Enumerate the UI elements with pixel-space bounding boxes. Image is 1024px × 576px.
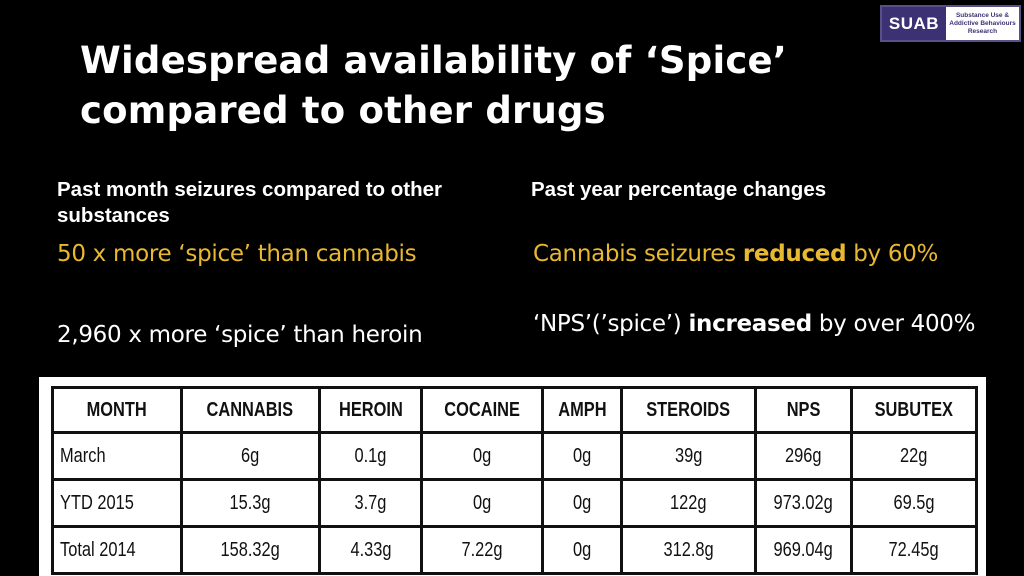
table-cell: 296g xyxy=(753,431,853,481)
table-cell: March xyxy=(51,431,183,481)
right-line2-post: by over 400% xyxy=(811,311,976,337)
right-line1-bold: reduced xyxy=(742,241,847,267)
left-column-heading: Past month seizures compared to other su… xyxy=(57,178,443,227)
suab-logo: SUAB Substance Use & Addictive Behaviour… xyxy=(880,5,1021,42)
right-line1-post: by 60% xyxy=(846,241,939,267)
logo-mark: SUAB xyxy=(882,7,946,40)
table-cell: 973.02g xyxy=(753,478,853,528)
table-cell: 22g xyxy=(849,431,979,481)
table-cell: 0g xyxy=(541,431,624,481)
header-amph: AMPH xyxy=(541,386,624,434)
table-cell: 3.7g xyxy=(317,478,424,528)
table-cell: 0g xyxy=(420,478,545,528)
header-cocaine: COCAINE xyxy=(420,386,545,434)
right-line2-pre: ‘NPS’(’spice’) xyxy=(533,311,689,337)
header-subutex: SUBUTEX xyxy=(849,386,979,434)
table-row: YTD 2015 15.3g 3.7g 0g 0g 122g 973.02g 6… xyxy=(51,478,979,528)
table-header-row: MONTH CANNABIS HEROIN COCAINE AMPH STERO… xyxy=(51,386,979,434)
table-cell: 0g xyxy=(541,525,624,575)
table-cell: 0g xyxy=(541,478,624,528)
left-line-heroin: 2,960 x more ‘spice’ than heroin xyxy=(57,322,423,348)
table-cell: 969.04g xyxy=(753,525,853,575)
right-line-nps: ‘NPS’(’spice’) increased by over 400% xyxy=(533,309,983,339)
table-cell: 122g xyxy=(620,478,757,528)
table-row: March 6g 0.1g 0g 0g 39g 296g 22g xyxy=(51,431,979,481)
table-cell: 312.8g xyxy=(620,525,757,575)
table-cell: 72.45g xyxy=(849,525,979,575)
table-cell: 69.5g xyxy=(849,478,979,528)
table-cell: 0g xyxy=(420,431,545,481)
right-line-cannabis: Cannabis seizures reduced by 60% xyxy=(533,239,973,269)
header-month: MONTH xyxy=(51,386,183,434)
header-steroids: STEROIDS xyxy=(620,386,757,434)
table-cell: 39g xyxy=(620,431,757,481)
header-cannabis: CANNABIS xyxy=(179,386,321,434)
table-cell: 6g xyxy=(179,431,321,481)
table-cell: 15.3g xyxy=(179,478,321,528)
seizures-table: MONTH CANNABIS HEROIN COCAINE AMPH STERO… xyxy=(51,386,979,575)
right-line1-pre: Cannabis seizures xyxy=(533,241,743,267)
table-row: Total 2014 158.32g 4.33g 7.22g 0g 312.8g… xyxy=(51,525,979,575)
table-cell: YTD 2015 xyxy=(51,478,183,528)
logo-text: Substance Use & Addictive Behaviours Res… xyxy=(949,11,1016,35)
seizures-table-image: MONTH CANNABIS HEROIN COCAINE AMPH STERO… xyxy=(39,377,986,576)
table-cell: Total 2014 xyxy=(51,525,183,575)
slide-title: Widespread availability of ‘Spice’ compa… xyxy=(80,39,788,132)
header-heroin: HEROIN xyxy=(317,386,424,434)
table-cell: 158.32g xyxy=(179,525,321,575)
table-cell: 0.1g xyxy=(317,431,424,481)
header-nps: NPS xyxy=(753,386,853,434)
table-cell: 4.33g xyxy=(317,525,424,575)
table-cell: 7.22g xyxy=(420,525,545,575)
right-line2-bold: increased xyxy=(688,311,812,337)
right-column-heading: Past year percentage changes xyxy=(531,178,827,201)
left-line-cannabis: 50 x more ‘spice’ than cannabis xyxy=(57,241,417,267)
